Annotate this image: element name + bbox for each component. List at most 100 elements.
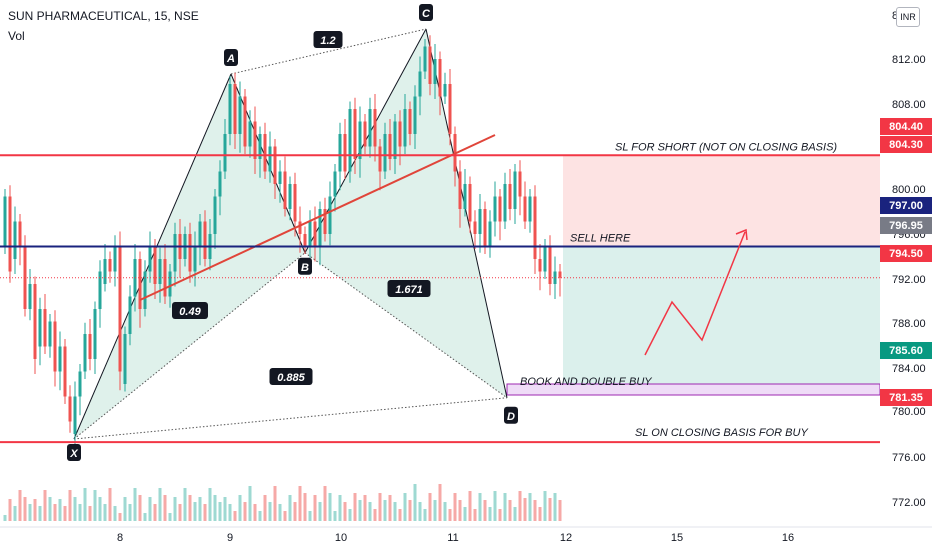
price-badge bbox=[880, 118, 932, 135]
bcd-triangle bbox=[305, 29, 507, 398]
price-badge-label: 804.40 bbox=[889, 121, 923, 133]
price-tick-label: 788.00 bbox=[892, 318, 926, 330]
candle-body bbox=[393, 121, 397, 159]
point-label-a-bg bbox=[224, 49, 238, 66]
pattern-leg-XA bbox=[73, 73, 232, 440]
price-badge-label: 781.35 bbox=[889, 392, 923, 404]
price-badge bbox=[880, 245, 932, 262]
candle-body bbox=[498, 196, 502, 222]
price-tick-label: 776.00 bbox=[892, 452, 926, 464]
candle-body bbox=[103, 259, 107, 284]
volume-bar bbox=[173, 497, 177, 521]
point-label-b: B bbox=[301, 262, 309, 274]
candle-body bbox=[238, 96, 242, 134]
level-label-sell: SELL HERE bbox=[570, 233, 631, 245]
volume-bar bbox=[328, 493, 332, 521]
time-tick-label: 11 bbox=[447, 532, 458, 544]
level-label-sl-buy: SL ON CLOSING BASIS FOR BUY bbox=[635, 427, 808, 439]
candle-body bbox=[368, 109, 372, 147]
volume-bar bbox=[183, 488, 187, 521]
volume-bar bbox=[478, 493, 482, 521]
time-axis[interactable]: 8 9 10 11 12 15 16 bbox=[0, 526, 932, 544]
volume-bar bbox=[48, 497, 52, 521]
candle-body bbox=[258, 134, 262, 159]
candle-body bbox=[128, 296, 132, 334]
symbol-title[interactable]: SUN PHARMACEUTICAL, 15, NSE bbox=[8, 9, 199, 23]
candle-body bbox=[93, 309, 97, 359]
volume-bar bbox=[123, 497, 127, 521]
volume-bar bbox=[263, 495, 267, 521]
candle-body bbox=[63, 346, 67, 397]
ratio-line-XD bbox=[73, 397, 508, 440]
volume-bar bbox=[153, 504, 157, 521]
volume-bar bbox=[143, 513, 147, 521]
candle-body bbox=[508, 184, 512, 209]
candle-body bbox=[493, 196, 497, 222]
point-label-x-bg bbox=[67, 444, 81, 461]
volume-bar bbox=[203, 504, 207, 521]
volume-bar bbox=[138, 495, 142, 521]
candle-body bbox=[308, 221, 312, 247]
candle-body bbox=[338, 134, 342, 172]
volume-bar bbox=[78, 504, 82, 521]
candle-body bbox=[288, 184, 292, 209]
ratio-label: 1.671 bbox=[395, 284, 423, 296]
candle-body bbox=[253, 121, 257, 159]
volume-legend[interactable]: Vol bbox=[8, 29, 25, 43]
candle-body bbox=[98, 271, 102, 309]
point-label-d-bg bbox=[504, 406, 518, 424]
volume-bar bbox=[333, 511, 337, 521]
candle-body bbox=[33, 284, 37, 359]
volume-bar bbox=[23, 497, 27, 521]
price-tick-label: 780.00 bbox=[892, 406, 926, 418]
ratio-label: 0.885 bbox=[277, 372, 305, 384]
volume-bar bbox=[278, 504, 282, 521]
currency-button[interactable]: INR bbox=[896, 7, 920, 27]
candle-body bbox=[303, 234, 307, 247]
price-badge bbox=[880, 197, 932, 214]
volume-bar bbox=[528, 493, 532, 521]
time-tick-label: 15 bbox=[671, 532, 683, 544]
volume-bar bbox=[73, 497, 77, 521]
candle-body bbox=[138, 259, 142, 309]
volume-bar bbox=[523, 498, 527, 521]
volume-bar bbox=[368, 502, 372, 521]
volume-bar bbox=[323, 486, 327, 521]
candle-body bbox=[353, 109, 357, 159]
volume-bar bbox=[188, 495, 192, 521]
candle-body bbox=[218, 171, 222, 197]
volume-bar bbox=[498, 509, 502, 521]
candle-body bbox=[263, 134, 267, 172]
volume-bar bbox=[513, 507, 517, 521]
volume-bar bbox=[353, 493, 357, 521]
volume-bar bbox=[218, 502, 222, 521]
level-lines bbox=[0, 134, 880, 444]
price-tick-label: 800.00 bbox=[892, 184, 926, 196]
candle-body bbox=[8, 196, 12, 272]
volume-bar bbox=[293, 502, 297, 521]
candle-body bbox=[193, 246, 197, 272]
candle-body bbox=[68, 396, 72, 422]
target-zone bbox=[563, 246, 880, 389]
volume-bar bbox=[463, 507, 467, 521]
volume-bar bbox=[268, 502, 272, 521]
candle-body bbox=[213, 196, 217, 234]
pattern-leg-AB bbox=[230, 73, 306, 253]
volume-bar bbox=[303, 493, 307, 521]
price-badge bbox=[880, 342, 932, 359]
volume-bar bbox=[493, 491, 497, 521]
volume-bar bbox=[533, 500, 537, 521]
ratio-line-XB bbox=[73, 252, 306, 440]
level-label-sl-short: SL FOR SHORT (NOT ON CLOSING BASIS) bbox=[615, 141, 837, 153]
price-axis-bg bbox=[880, 0, 932, 527]
volume-bar bbox=[413, 484, 417, 521]
time-tick-label: 16 bbox=[782, 532, 794, 544]
candle-body bbox=[223, 134, 227, 172]
volume-bar bbox=[283, 511, 287, 521]
price-axis[interactable]: 812.00808.00804.00800.00796.00792.00788.… bbox=[880, 0, 932, 527]
volume-bar bbox=[68, 490, 72, 521]
candle-body bbox=[118, 246, 122, 372]
time-tick-label: 9 bbox=[227, 532, 233, 544]
volume-bar bbox=[8, 499, 12, 521]
